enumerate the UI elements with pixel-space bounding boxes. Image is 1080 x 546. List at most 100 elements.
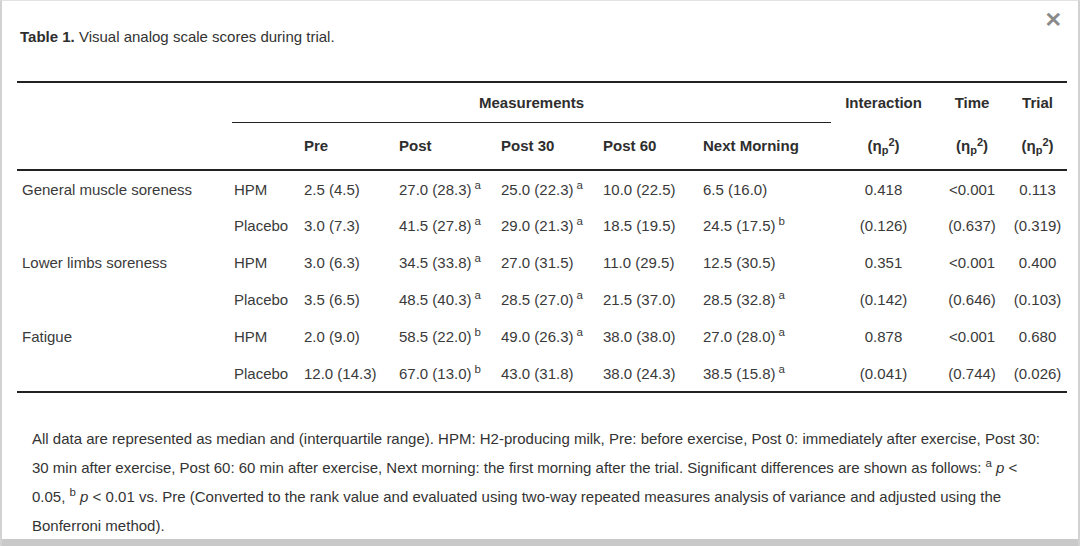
table-caption-text: Visual analog scale scores during trial. — [75, 28, 335, 45]
table-cell: 6.5 (16.0) — [701, 170, 831, 207]
row-label — [17, 207, 232, 244]
table-cell: 49.0 (26.3)a — [499, 318, 601, 355]
table-cell: 43.0 (31.8) — [499, 355, 601, 392]
table-row: FatigueHPM2.0 (9.0)58.5 (22.0)b49.0 (26.… — [17, 318, 1067, 355]
table-cell: 11.0 (29.5) — [601, 244, 701, 281]
table-cell: 0.418 — [831, 170, 936, 207]
table-cell: 12.0 (14.3) — [302, 355, 397, 392]
table-cell: 3.0 (7.3) — [302, 207, 397, 244]
table-body: General muscle sorenessHPM2.5 (4.5)27.0 … — [17, 170, 1067, 392]
header-spacer — [17, 122, 232, 170]
table-cell: 2.0 (9.0) — [302, 318, 397, 355]
table-cell: (0.026) — [1008, 355, 1067, 392]
col-header-interaction: Interaction — [831, 82, 936, 122]
table-caption-number: Table 1. — [20, 28, 75, 45]
table-cell: (0.646) — [936, 281, 1008, 318]
significance-marker: a — [475, 215, 481, 227]
row-group: HPM — [232, 318, 302, 355]
table-cell: 12.5 (30.5) — [701, 244, 831, 281]
significance-marker: b — [475, 363, 481, 375]
significance-marker: a — [779, 289, 785, 301]
row-group: Placebo — [232, 281, 302, 318]
significance-marker: b — [779, 215, 785, 227]
col-header-next-morning: Next Morning — [701, 122, 831, 170]
significance-marker: a — [475, 289, 481, 301]
table-cell: 48.5 (40.3)a — [397, 281, 499, 318]
col-header-eta-interaction: (ηp2) — [831, 122, 936, 170]
table-cell: 38.0 (38.0) — [601, 318, 701, 355]
significance-marker: a — [577, 326, 583, 338]
significance-marker: b — [475, 326, 481, 338]
table-cell: 28.5 (32.8)a — [701, 281, 831, 318]
table-cell: 27.0 (31.5) — [499, 244, 601, 281]
table-cell: (0.126) — [831, 207, 936, 244]
col-header-trial: Trial — [1008, 82, 1067, 122]
table-cell: 3.5 (6.5) — [302, 281, 397, 318]
header-spacer — [232, 122, 302, 170]
col-header-eta-time: (ηp2) — [936, 122, 1008, 170]
row-group: HPM — [232, 170, 302, 207]
table-cell: 0.400 — [1008, 244, 1067, 281]
table-header-group-row: Measurements Interaction Time Trial — [17, 82, 1067, 122]
table-cell: 28.5 (27.0)a — [499, 281, 601, 318]
table-footnote: All data are represented as median and (… — [32, 424, 1054, 540]
table-cell: (0.319) — [1008, 207, 1067, 244]
table-cell: 25.0 (22.3)a — [499, 170, 601, 207]
table-header-sub-row: Pre Post Post 30 Post 60 Next Morning (η… — [17, 122, 1067, 170]
row-label — [17, 355, 232, 392]
col-header-post: Post — [397, 122, 499, 170]
row-label: Fatigue — [17, 318, 232, 355]
col-header-pre: Pre — [302, 122, 397, 170]
footnote-p-italic: p — [992, 459, 1005, 476]
data-table: Measurements Interaction Time Trial Pre … — [17, 81, 1067, 393]
table-cell: (0.142) — [831, 281, 936, 318]
bottom-edge-bar — [2, 539, 1078, 546]
table-cell: 0.680 — [1008, 318, 1067, 355]
modal-panel: ✕ Table 1. Visual analog scale scores du… — [0, 0, 1080, 546]
col-header-post60: Post 60 — [601, 122, 701, 170]
table-cell: 0.351 — [831, 244, 936, 281]
table-cell: 21.5 (37.0) — [601, 281, 701, 318]
row-group: HPM — [232, 244, 302, 281]
col-header-measurements: Measurements — [232, 82, 831, 122]
table-cell: <0.001 — [936, 170, 1008, 207]
table-cell: 38.0 (24.3) — [601, 355, 701, 392]
significance-marker: a — [779, 326, 785, 338]
table-cell: (0.103) — [1008, 281, 1067, 318]
footnote-p-italic: p — [76, 488, 89, 505]
table-cell: <0.001 — [936, 318, 1008, 355]
table-cell: 18.5 (19.5) — [601, 207, 701, 244]
row-group: Placebo — [232, 355, 302, 392]
table-cell: 27.0 (28.3)a — [397, 170, 499, 207]
table-cell: 41.5 (27.8)a — [397, 207, 499, 244]
table-cell: 24.5 (17.5)b — [701, 207, 831, 244]
table-cell: 34.5 (33.8)a — [397, 244, 499, 281]
row-group: Placebo — [232, 207, 302, 244]
header-spacer — [17, 82, 232, 122]
table-cell: 10.0 (22.5) — [601, 170, 701, 207]
table-cell: 58.5 (22.0)b — [397, 318, 499, 355]
table-cell: 0.113 — [1008, 170, 1067, 207]
significance-marker: a — [475, 179, 481, 191]
table-row: Placebo12.0 (14.3)67.0 (13.0)b43.0 (31.8… — [17, 355, 1067, 392]
table-cell: (0.637) — [936, 207, 1008, 244]
significance-marker: a — [577, 179, 583, 191]
table-row: Placebo3.5 (6.5)48.5 (40.3)a28.5 (27.0)a… — [17, 281, 1067, 318]
significance-marker: a — [779, 363, 785, 375]
col-header-post30: Post 30 — [499, 122, 601, 170]
table-row: Placebo3.0 (7.3)41.5 (27.8)a29.0 (21.3)a… — [17, 207, 1067, 244]
significance-marker: a — [475, 252, 481, 264]
footnote-comparison-b: < 0.01 vs. Pre (Converted to the rank va… — [32, 488, 1001, 534]
row-label: General muscle soreness — [17, 170, 232, 207]
table-cell: 2.5 (4.5) — [302, 170, 397, 207]
close-button[interactable]: ✕ — [1040, 5, 1066, 35]
significance-marker: a — [577, 215, 583, 227]
table-cell: 0.878 — [831, 318, 936, 355]
footnote-lead: All data are represented as median and (… — [32, 430, 1040, 476]
significance-marker: a — [577, 289, 583, 301]
table-cell: 27.0 (28.0)a — [701, 318, 831, 355]
table-row: Lower limbs sorenessHPM3.0 (6.3)34.5 (33… — [17, 244, 1067, 281]
close-icon: ✕ — [1044, 8, 1062, 31]
col-header-eta-trial: (ηp2) — [1008, 122, 1067, 170]
col-header-time: Time — [936, 82, 1008, 122]
